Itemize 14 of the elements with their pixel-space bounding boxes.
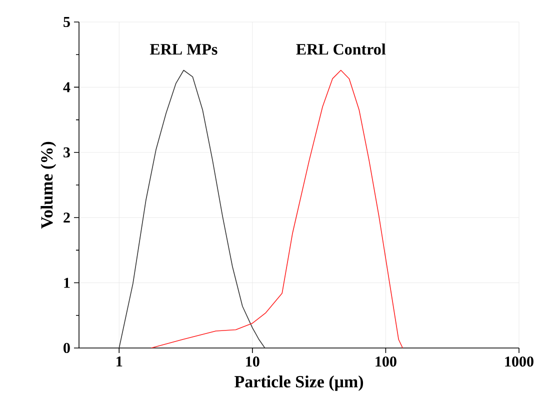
y-tick-label: 1 <box>64 278 70 288</box>
annotation: ERL Control <box>296 43 386 55</box>
y-axis-title: Volume (%) <box>40 142 56 229</box>
annotation: ERL MPs <box>150 44 218 55</box>
x-tick-label: 10 <box>246 356 260 367</box>
y-tick-label: 2 <box>64 212 70 223</box>
x-tick-label: 1 <box>116 356 122 366</box>
x-tick-label: 100 <box>376 356 396 367</box>
x-tick-label: 1000 <box>505 356 534 367</box>
y-tick-label: 5 <box>64 17 70 27</box>
y-tick-label: 3 <box>64 147 70 158</box>
y-tick-label: 4 <box>63 82 70 92</box>
x-axis-title: Particle Size (μm) <box>234 376 364 391</box>
y-tick-label: 0 <box>64 342 70 354</box>
